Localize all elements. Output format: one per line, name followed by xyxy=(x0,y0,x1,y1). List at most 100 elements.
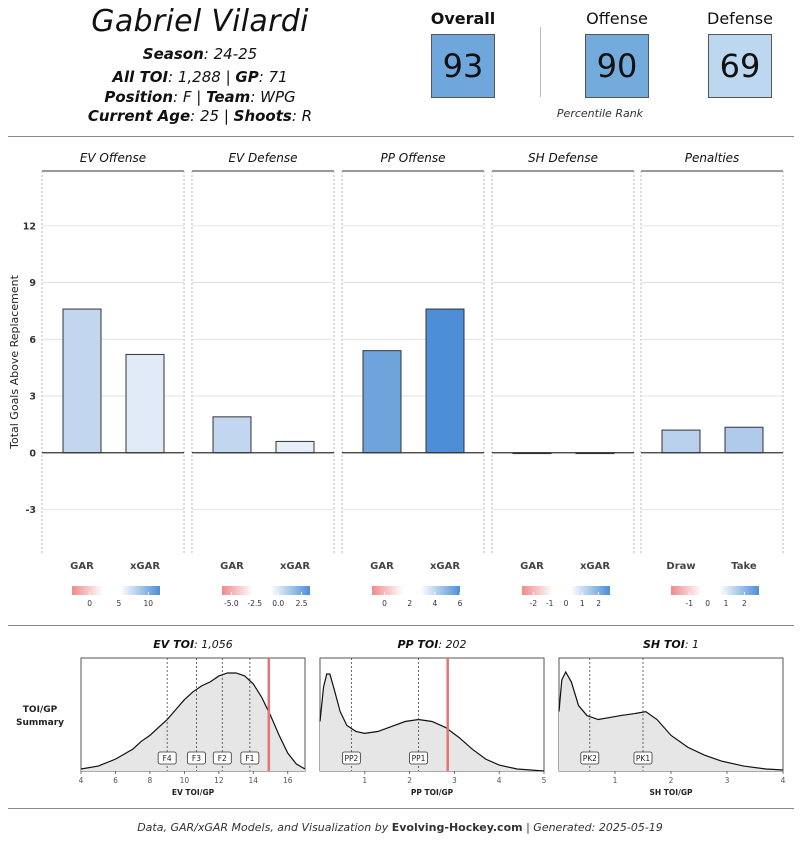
color-scale-bar xyxy=(372,586,460,595)
density-line xyxy=(80,672,306,770)
bar-gar xyxy=(62,308,102,454)
color-scale-label: 0 xyxy=(705,599,710,608)
line-marker-box xyxy=(212,751,232,765)
panel-ev-defense: EV Defense GAR xGAR -5.0 -2.5 0.0 2.5 xyxy=(191,151,335,608)
line-marker-box xyxy=(157,751,177,765)
x-axis-label: SH TOI/GP xyxy=(650,788,693,797)
toi-density-charts: TOI/GP Summary EV TOI: 1,056 F4 F3 F2 F1 4 6 8 1… xyxy=(16,638,786,797)
gp-value: 71 xyxy=(268,68,288,86)
x-tick-label: GAR xyxy=(520,561,544,572)
age-line: Current Age: 25 | Shoots: R xyxy=(87,107,313,125)
density-area xyxy=(81,672,305,771)
defense-percentile: 69 xyxy=(708,34,772,98)
bar-draw xyxy=(661,429,701,454)
line-marker-box xyxy=(409,751,428,765)
toi-panel-sh: SH TOI: 1 PK2 PK1 1 2 3 4 SH TOI/GP xyxy=(558,638,786,797)
line-marker-label: F4 xyxy=(163,754,172,763)
color-scale-label: 5 xyxy=(117,599,122,608)
x-tick-label: 2 xyxy=(407,776,412,785)
line-marker-label: PK1 xyxy=(636,754,650,763)
panel-title: EV Offense xyxy=(80,151,146,165)
line-marker-label: PP2 xyxy=(344,754,358,763)
x-tick-label: 16 xyxy=(283,776,293,785)
toi-panel-title: EV TOI: 1,056 xyxy=(153,638,233,651)
position-line: Position: F | Team: WPG xyxy=(104,88,296,106)
x-axis-label: EV TOI/GP xyxy=(172,788,215,797)
color-scale-bar xyxy=(671,586,759,595)
y-tick-label: 3 xyxy=(29,392,36,403)
color-scale-bar xyxy=(522,586,610,595)
position-label: Position xyxy=(104,88,174,106)
overall-label: Overall xyxy=(430,9,496,28)
color-scale-label: -2.5 xyxy=(247,599,262,608)
y-axis-title: Total Goals Above Replacement xyxy=(8,274,21,449)
y-tick-label: 9 xyxy=(29,278,36,289)
toi-title-value: : 1 xyxy=(685,638,699,651)
density-area xyxy=(559,672,783,771)
x-tick-label: xGAR xyxy=(430,561,460,572)
y-tick-label: 12 xyxy=(23,221,36,232)
y-tick-label: 6 xyxy=(29,335,36,346)
panel-title: PP Offense xyxy=(380,151,445,165)
toi-label: All TOI xyxy=(112,68,169,86)
color-scale-label: 0 xyxy=(382,599,387,608)
panel-title: SH Defense xyxy=(528,151,598,165)
footer-divider xyxy=(8,808,794,809)
season-value: 24-25 xyxy=(213,45,258,63)
footer-prefix: Data, GAR/xGAR Models, and Visualization… xyxy=(137,821,392,834)
toi-title-value: : 1,056 xyxy=(194,638,233,651)
gar-bar-chart: Total Goals Above Replacement-3036912EV … xyxy=(8,151,784,608)
toi-panel-title: PP TOI: 202 xyxy=(397,638,466,651)
color-scale-label: 0 xyxy=(564,599,569,608)
x-tick-label: xGAR xyxy=(280,561,310,572)
toi-title-label: PP TOI xyxy=(397,638,438,651)
color-scale-label: 10 xyxy=(143,599,153,608)
x-tick-label: 1 xyxy=(362,776,367,785)
color-scale-label: -2 xyxy=(530,599,538,608)
color-scale-label: 2 xyxy=(742,599,747,608)
color-scale-label: -1 xyxy=(546,599,554,608)
color-scale-bar xyxy=(72,586,160,595)
line-marker-box xyxy=(240,751,260,765)
toi-value: 1,288 xyxy=(177,68,221,86)
x-tick-label: Take xyxy=(731,561,757,572)
color-scale-label: 0 xyxy=(87,599,92,608)
panel-sh-defense: SH Defense GAR xGAR -2 -1 0 1 2 xyxy=(491,151,635,608)
header-divider xyxy=(8,136,794,137)
toi-summary-label-1: TOI/GP xyxy=(23,705,58,715)
line-marker-label: F1 xyxy=(245,754,254,763)
x-tick-label: Draw xyxy=(666,561,695,572)
color-scale-label: 2 xyxy=(596,599,601,608)
bar-gar xyxy=(212,416,252,454)
x-tick-label: 4 xyxy=(79,776,84,785)
shoots-label: Shoots xyxy=(233,107,292,125)
overall-percentile: 93 xyxy=(431,34,495,98)
offense-label: Offense xyxy=(586,9,648,28)
color-scale-label: 1 xyxy=(580,599,585,608)
color-scale-label: 2 xyxy=(407,599,412,608)
toi-summary-label-2: Summary xyxy=(16,718,64,728)
line-marker-box xyxy=(187,751,206,765)
bar-xgar xyxy=(275,440,315,454)
bar-take xyxy=(724,426,764,454)
toi-panel-pp: PP TOI: 202 PP2 PP1 1 2 3 4 5 PP TOI/GP xyxy=(319,638,547,797)
color-scale-label: 0.0 xyxy=(272,599,284,608)
footer: Data, GAR/xGAR Models, and Visualization… xyxy=(0,821,800,834)
x-tick-label: 1 xyxy=(613,776,618,785)
toi-title-label: SH TOI xyxy=(643,638,685,651)
x-tick-label: GAR xyxy=(370,561,394,572)
line-marker-box xyxy=(580,751,600,765)
line-marker-label: F2 xyxy=(218,754,227,763)
color-scale-label: -5.0 xyxy=(224,599,239,608)
density-line xyxy=(319,673,545,772)
age-value: 25 xyxy=(199,107,220,125)
x-tick-label: xGAR xyxy=(130,561,160,572)
percentile-divider xyxy=(540,27,541,97)
shoots-value: R xyxy=(301,107,313,125)
color-scale-bar xyxy=(222,586,310,595)
footer-brand: Evolving-Hockey.com xyxy=(391,821,523,834)
density-area xyxy=(320,673,544,771)
toi-line: All TOI: 1,288 | GP: 71 xyxy=(112,68,288,86)
panel-ev-offense: EV Offense GAR xGAR 0 5 10 xyxy=(41,151,185,608)
x-tick-label: 3 xyxy=(725,776,730,785)
